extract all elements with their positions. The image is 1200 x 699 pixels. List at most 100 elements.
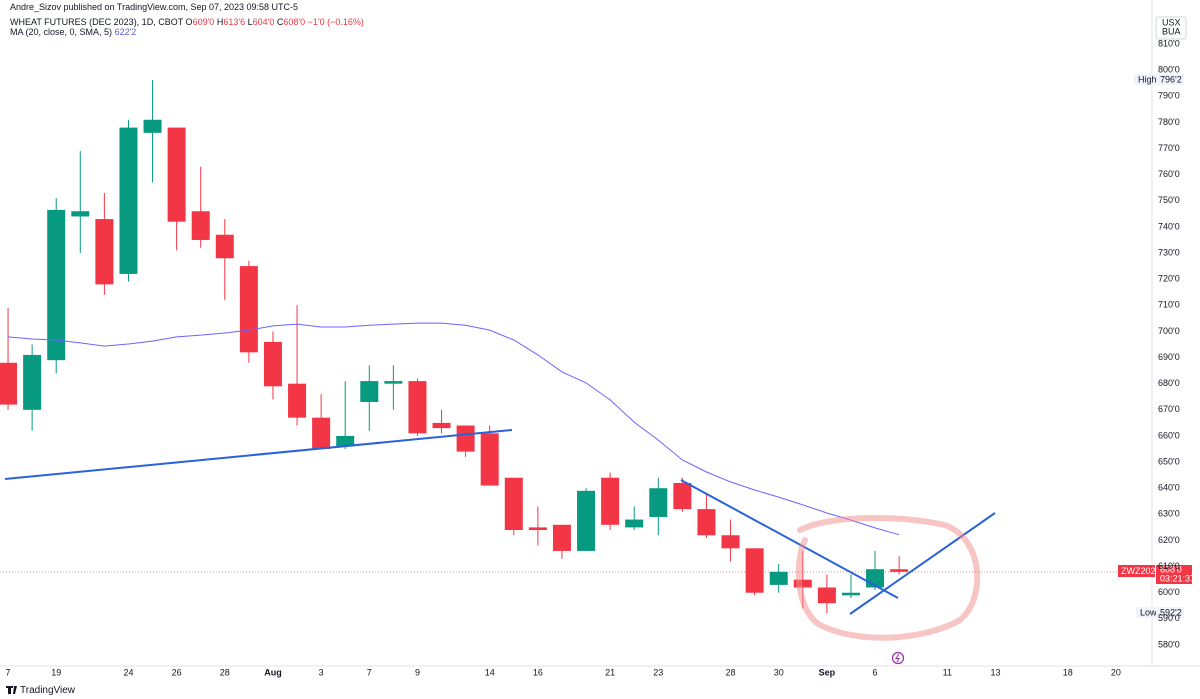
trend-line [4,429,513,480]
x-tick-label: 30 [774,667,784,677]
high-label: High [1138,74,1157,84]
currency-unit: BUA [1162,26,1181,36]
x-tick-label: 11 [943,667,952,677]
event-icon-bolt [895,653,900,663]
publisher: Andre_Sizov published on TradingView.com… [10,2,299,12]
candle-body [360,381,379,402]
footer: TradingView [20,685,76,696]
x-tick-label: Aug [264,667,282,677]
candle-body [263,341,282,387]
countdown: 03:21:37 [1160,573,1195,583]
y-tick-label: 640'0 [1158,483,1180,493]
ohlc-letter: O [185,17,193,27]
x-tick-label: 28 [220,667,230,677]
y-tick-label: 750'0 [1158,195,1180,205]
candle-body [577,490,596,551]
candle-body [841,592,860,596]
x-tick-label: 24 [123,667,133,677]
candle-body [47,209,66,361]
x-tick-label: 19 [51,667,61,677]
y-tick-label: 630'0 [1158,509,1180,519]
x-tick-label: 16 [533,667,543,677]
y-tick-label: 690'0 [1158,352,1180,362]
y-tick-label: 720'0 [1158,274,1180,284]
y-tick-label: 680'0 [1158,378,1180,388]
candle-body [143,119,162,133]
x-tick-label: 3 [319,667,324,677]
x-tick-label: 7 [6,667,11,677]
y-tick-label: 770'0 [1158,143,1180,153]
candle-body [119,127,138,274]
y-tick-label: 580'0 [1158,639,1180,649]
ohlc-letter: L [247,17,253,27]
ohlc-letter: C [276,17,284,27]
ohlc-value: 609'0 [192,17,215,27]
candle-body [504,477,523,531]
low-value: 592'2 [1160,607,1182,617]
currency: USX [1162,17,1181,27]
y-tick-label: 590'0 [1158,613,1180,623]
y-tick-label: 610'0 [1158,561,1180,571]
legend-row: WHEAT FUTURES (DEC 2023), 1D, CBOT O609'… [10,17,364,28]
x-tick-label: 21 [605,667,615,677]
symbol: ZWZ2023 [1121,566,1161,576]
candle-body [167,127,186,222]
candle-body [95,219,114,285]
low-label: Low [1140,607,1157,617]
x-tick-label: 26 [172,667,182,677]
x-tick-label: 28 [726,667,736,677]
highlight-circle [795,515,981,641]
y-tick-label: 760'0 [1158,169,1180,179]
ma-legend: MA (20, close, 0, SMA, 5) 622'2 [10,27,136,38]
trend-line [849,512,996,615]
candle-body [432,422,451,429]
logo [6,686,17,694]
x-tick-label: 9 [415,667,420,677]
candle-body [528,527,547,531]
x-tick-label: 23 [653,667,663,677]
candle-body [890,569,909,572]
candle-body [288,383,307,418]
y-tick-label: 800'0 [1158,64,1180,74]
candle-body [649,488,668,517]
ohlc-value: 604'0 [252,17,275,27]
symbol-box [1118,565,1155,577]
high-value-box [1156,74,1184,85]
candle-body [456,425,475,452]
y-tick-label: 780'0 [1158,117,1180,127]
ohlc-value: 608'0 [283,17,306,27]
y-tick-label: 810'0 [1158,38,1180,48]
y-tick-label: 620'0 [1158,535,1180,545]
candle-body [23,354,42,410]
change: −1'0 (−0.16%) [307,17,364,27]
x-tick-label: 18 [1063,667,1073,677]
candle-body [552,524,571,551]
last-price-box [1156,565,1192,584]
low-label-box [1136,607,1156,618]
candle-body [793,579,812,588]
x-tick-label: 20 [1111,667,1121,677]
symbol-title: WHEAT FUTURES (DEC 2023), 1D, CBOT [10,17,184,27]
candle-body [384,381,403,384]
candle-body [697,509,716,536]
y-tick-label: 700'0 [1158,326,1180,336]
high-value: 796'2 [1160,74,1182,84]
ma-line [7,322,900,536]
candle-body [239,266,258,353]
candle-body [817,587,836,604]
y-tick-label: 730'0 [1158,247,1180,257]
y-tick-label: 790'0 [1158,91,1180,101]
candle-body [191,211,210,240]
low-value-box [1156,607,1184,618]
last-price: 608'0 [1160,564,1182,574]
candle-body [769,571,788,585]
x-tick-label: 13 [990,667,1000,677]
x-tick-label: Sep [819,667,836,677]
candle-body [721,535,740,549]
y-tick-label: 600'0 [1158,587,1180,597]
ohlc-value: 613'6 [223,17,246,27]
y-tick-label: 670'0 [1158,404,1180,414]
candle-body [745,548,764,593]
